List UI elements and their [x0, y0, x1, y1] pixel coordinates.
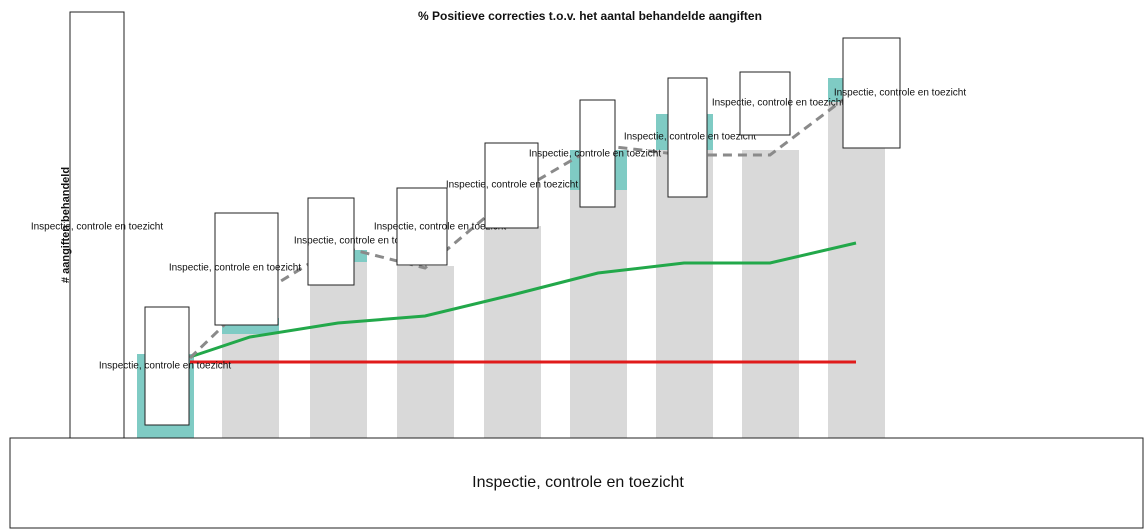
- overlay-box: [667, 77, 708, 198]
- overlay-box: [484, 142, 539, 229]
- bar: [310, 262, 367, 438]
- overlay-label: Inspectie, controle en toezicht: [712, 98, 845, 109]
- overlay-box: [396, 187, 448, 266]
- bar: [828, 102, 885, 438]
- overlay-label: Inspectie, controle en toezicht: [374, 222, 507, 233]
- bar: [742, 150, 799, 438]
- line-series: [189, 241, 857, 359]
- overlay-label: Inspectie, controle en toezicht: [529, 149, 662, 160]
- y-axis-label: # aangiften behandeld: [60, 167, 72, 283]
- overlay-box: [842, 37, 901, 149]
- overlays: Inspectie, controle en toezichtInspectie…: [31, 37, 967, 426]
- overlay-label: Inspectie, controle en toezicht: [169, 263, 302, 274]
- overlay-label: Inspectie, controle en toezicht: [624, 132, 757, 143]
- chart-title: % Positieve correcties t.o.v. het aantal…: [418, 9, 762, 23]
- x-axis-label: Inspectie, controle en toezicht: [472, 474, 684, 491]
- overlay-label: Inspectie, controle en toezicht: [294, 236, 427, 247]
- bar: [397, 266, 454, 438]
- overlay-label: Inspectie, controle en toezicht: [834, 88, 967, 99]
- bar: [484, 226, 541, 438]
- plot: [137, 78, 885, 438]
- bar: [656, 150, 713, 438]
- x-axis-box: [9, 437, 1144, 529]
- bar: [570, 190, 627, 438]
- overlay-box: [739, 71, 791, 136]
- overlay-label: Inspectie, controle en toezicht: [31, 222, 164, 233]
- bar: [222, 334, 279, 438]
- y-axis-box: [69, 11, 125, 439]
- overlay-box: [214, 212, 279, 326]
- overlay-box: [144, 306, 190, 426]
- overlay-box: [579, 99, 616, 208]
- overlay-label: Inspectie, controle en toezicht: [99, 361, 232, 372]
- overlay-label: Inspectie, controle en toezicht: [446, 180, 579, 191]
- overlay-box: [307, 197, 355, 286]
